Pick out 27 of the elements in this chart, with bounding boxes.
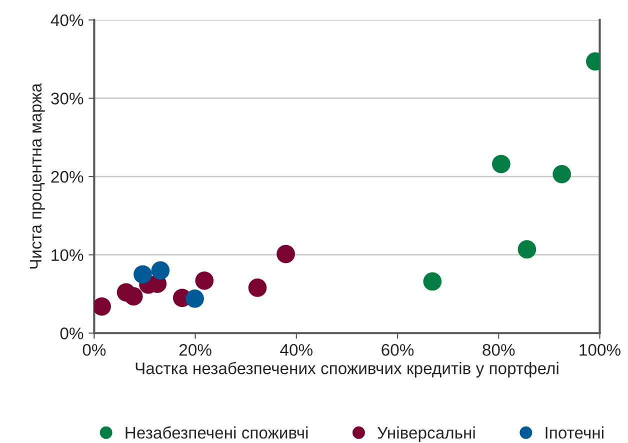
- point: [134, 265, 152, 284]
- x-tick-label: 40%: [280, 344, 313, 356]
- x-tick-label: 100%: [580, 344, 620, 356]
- x-tick-label: 20%: [179, 344, 212, 356]
- y-tick-label: 20%: [51, 170, 84, 183]
- y-tick-label: 30%: [51, 92, 84, 104]
- y-tick-label: 40%: [50, 14, 84, 26]
- point: [552, 165, 572, 184]
- point: [186, 289, 204, 308]
- point: [276, 244, 295, 264]
- y-tick-label: 0%: [60, 328, 84, 340]
- legend-label: Іпотечні: [546, 426, 604, 439]
- legend-label: Універсальні: [378, 426, 475, 442]
- point: [248, 278, 267, 297]
- y-tick-label: 10%: [52, 249, 84, 262]
- point: [151, 261, 170, 280]
- y-axis-title: Чиста процентна маржа: [30, 83, 45, 269]
- point: [195, 271, 214, 290]
- point: [116, 283, 136, 302]
- legend-label: Незабезпечені споживчі: [126, 426, 308, 439]
- x-tick-label: 80%: [482, 344, 515, 356]
- x-axis-title: Частка незабезпечених споживчих кредитів у портфелі: [136, 362, 558, 378]
- x-tick-label: 0%: [82, 344, 106, 356]
- point: [518, 240, 536, 259]
- point: [423, 272, 442, 291]
- point: [492, 154, 510, 174]
- x-tick-label: 60%: [382, 344, 414, 356]
